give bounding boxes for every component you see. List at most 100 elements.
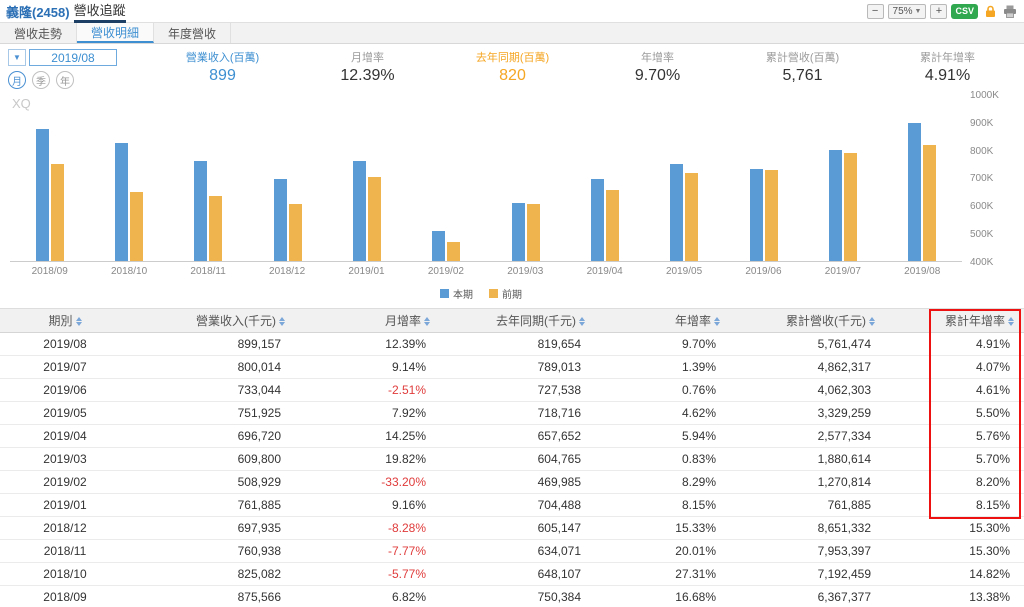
- cell: 9.16%: [295, 493, 440, 517]
- table-row: 2019/03 609,800 19.82% 604,765 0.83% 1,880,61…: [0, 447, 1024, 471]
- sort-icon[interactable]: [579, 317, 585, 327]
- column-header[interactable]: 去年同期(千元): [440, 308, 595, 333]
- zoom-in-button[interactable]: +: [930, 3, 948, 19]
- cell: 5.94%: [595, 424, 730, 448]
- bar-本期: [432, 230, 446, 261]
- cell: 6.82%: [295, 585, 440, 607]
- cell: 750,384: [440, 585, 595, 607]
- bar-group: [35, 129, 64, 261]
- zoom-out-button[interactable]: −: [866, 3, 884, 19]
- column-header[interactable]: 累計營收(千元): [730, 308, 885, 333]
- bar-前期: [447, 241, 461, 261]
- period-select[interactable]: 2019/08: [29, 49, 117, 66]
- bar-group: [749, 168, 778, 261]
- cell: 14.25%: [295, 424, 440, 448]
- summary-cumulative-revenue: 累計營收(百萬) 5,761: [765, 52, 840, 84]
- cell: 697,935: [130, 516, 295, 540]
- chevron-down-icon: ▼: [914, 7, 922, 15]
- bar-本期: [828, 150, 842, 261]
- table-row: 2019/05 751,925 7.92% 718,716 4.62% 3,329,259…: [0, 401, 1024, 425]
- summary-revenue: 營業收入(百萬) 899: [185, 52, 260, 84]
- bar-前期: [605, 189, 619, 261]
- cell: 733,044: [130, 378, 295, 402]
- freq-month-button[interactable]: 月: [8, 71, 26, 89]
- cell: 13.38%: [885, 585, 1024, 607]
- cell: 8,651,332: [730, 516, 885, 540]
- bar-group: [432, 230, 461, 261]
- cell: 696,720: [130, 424, 295, 448]
- bar-本期: [670, 163, 684, 261]
- table-row: 2019/02 508,929 -33.20% 469,985 8.29% 1,270,8…: [0, 470, 1024, 494]
- cell: 899,157: [130, 332, 295, 356]
- chart-y-axis: 1000K 900K 800K 700K 600K 500K 400K: [970, 90, 1018, 268]
- cell: 15.30%: [885, 539, 1024, 563]
- cell: 5.50%: [885, 401, 1024, 425]
- freq-year-button[interactable]: 年: [56, 71, 74, 89]
- legend-swatch: [440, 289, 449, 298]
- bar-group: [590, 178, 619, 261]
- column-header[interactable]: 期別: [0, 308, 130, 333]
- topbar-controls: − 75% ▼ + CSV: [866, 3, 1018, 19]
- column-header[interactable]: 年增率: [595, 308, 730, 333]
- cell: 718,716: [440, 401, 595, 425]
- print-icon[interactable]: [1002, 3, 1018, 19]
- period-dropdown-button[interactable]: ▼: [8, 49, 26, 66]
- cell: 2019/07: [0, 355, 130, 379]
- cell: 2019/03: [0, 447, 130, 471]
- column-header[interactable]: 月增率: [295, 308, 440, 333]
- cell: 704,488: [440, 493, 595, 517]
- cell: 634,071: [440, 539, 595, 563]
- legend-entry: 本期: [440, 286, 473, 301]
- x-tick-label: 2019/03: [507, 266, 544, 277]
- tab-revenue-detail[interactable]: 營收明細: [77, 23, 155, 43]
- sort-icon[interactable]: [714, 317, 720, 327]
- csv-export-button[interactable]: CSV: [951, 3, 978, 19]
- period-controls: ▼ 2019/08 月 季 年: [0, 49, 150, 89]
- freq-quarter-button[interactable]: 季: [32, 71, 50, 89]
- lock-icon[interactable]: [982, 3, 998, 19]
- x-tick-label: 2018/12: [269, 266, 306, 277]
- summary-cumulative-yoy: 累計年增率 4.91%: [920, 52, 975, 84]
- zoom-level-select[interactable]: 75% ▼: [887, 3, 927, 19]
- sort-icon[interactable]: [75, 317, 82, 327]
- cell: 2018/10: [0, 562, 130, 586]
- cell: 605,147: [440, 516, 595, 540]
- cell: 2019/04: [0, 424, 130, 448]
- bar-group: [511, 202, 540, 261]
- xq-watermark: XQ: [12, 96, 31, 111]
- cell: 4.91%: [885, 332, 1024, 356]
- cell: 2019/08: [0, 332, 130, 356]
- column-header[interactable]: 營業收入(千元): [130, 308, 295, 333]
- cell: 2018/11: [0, 539, 130, 563]
- cell: 4.61%: [885, 378, 1024, 402]
- table-row: 2019/07 800,014 9.14% 789,013 1.39% 4,862,317…: [0, 355, 1024, 379]
- bar-前期: [288, 204, 302, 261]
- sort-icon[interactable]: [869, 317, 875, 327]
- cell: 7.92%: [295, 401, 440, 425]
- sort-icon[interactable]: [1008, 317, 1014, 327]
- column-header[interactable]: 累計年增率: [885, 308, 1024, 333]
- bar-本期: [194, 161, 208, 261]
- bar-本期: [590, 178, 604, 261]
- cell: 727,538: [440, 378, 595, 402]
- cell: 14.82%: [885, 562, 1024, 586]
- cell: 15.30%: [885, 516, 1024, 540]
- bar-本期: [511, 202, 525, 261]
- bar-前期: [526, 204, 540, 261]
- bar-group: [273, 178, 302, 261]
- cell: 19.82%: [295, 447, 440, 471]
- cell: 1,880,614: [730, 447, 885, 471]
- sort-icon[interactable]: [279, 317, 285, 327]
- bar-本期: [273, 178, 287, 261]
- x-tick-label: 2018/09: [31, 266, 68, 277]
- y-tick-label: 1000K: [970, 90, 999, 101]
- cell: 4,062,303: [730, 378, 885, 402]
- cell: 508,929: [130, 470, 295, 494]
- sort-icon[interactable]: [424, 317, 430, 327]
- cell: 8.15%: [885, 493, 1024, 517]
- bar-本期: [908, 122, 922, 261]
- tab-annual-revenue[interactable]: 年度營收: [154, 23, 232, 43]
- chart-legend: 本期 前期: [0, 286, 962, 301]
- revenue-table: 期別 營業收入(千元) 月增率 去年同期(千元) 年增率 累計營收(千元) 累計年增率 20…: [0, 308, 1024, 607]
- tab-revenue-trend[interactable]: 營收走勢: [0, 23, 78, 43]
